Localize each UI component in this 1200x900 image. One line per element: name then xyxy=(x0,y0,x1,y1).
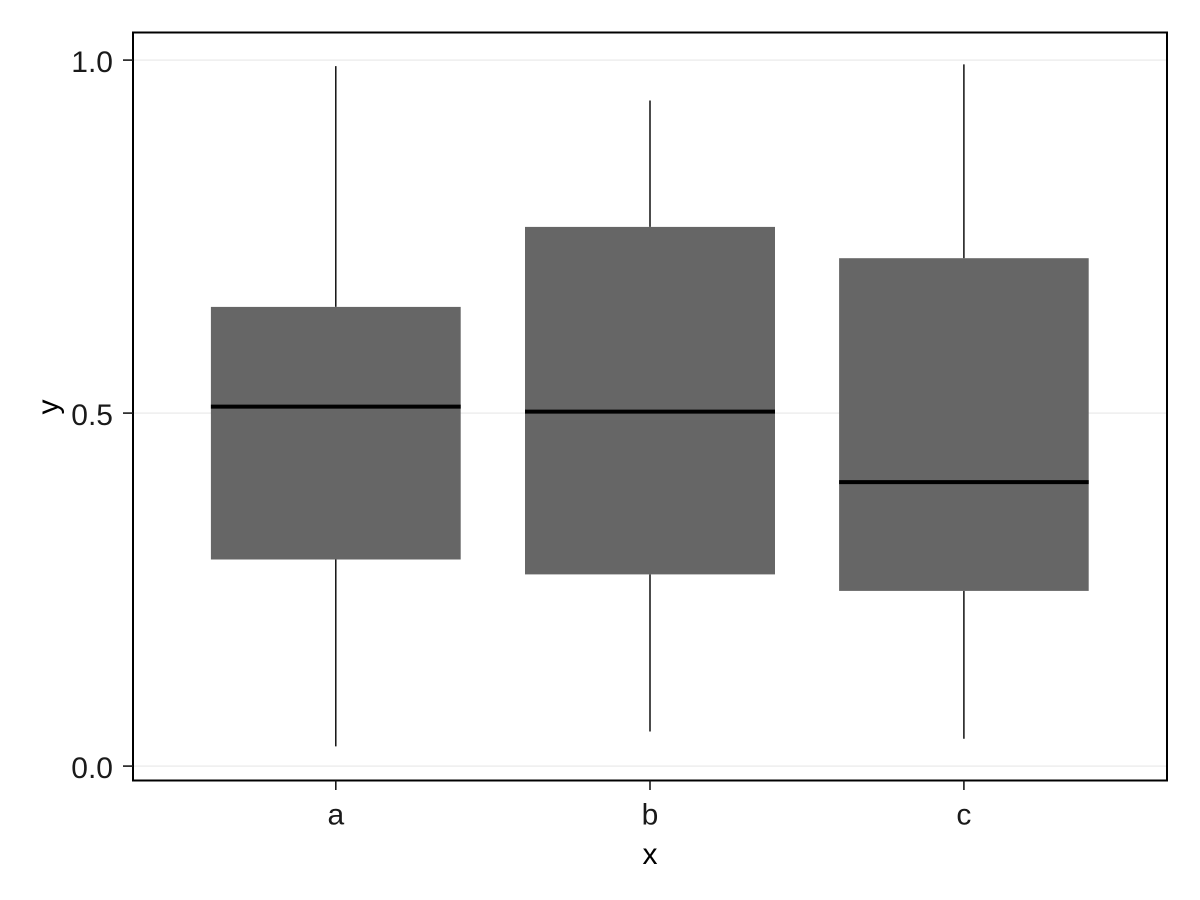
svg-text:0.0: 0.0 xyxy=(71,752,113,785)
svg-text:a: a xyxy=(327,799,344,832)
svg-text:b: b xyxy=(642,799,659,832)
svg-text:0.5: 0.5 xyxy=(71,399,113,432)
svg-text:1.0: 1.0 xyxy=(71,46,113,79)
svg-text:x: x xyxy=(643,838,658,871)
svg-text:y: y xyxy=(32,400,65,415)
svg-text:c: c xyxy=(956,799,971,832)
